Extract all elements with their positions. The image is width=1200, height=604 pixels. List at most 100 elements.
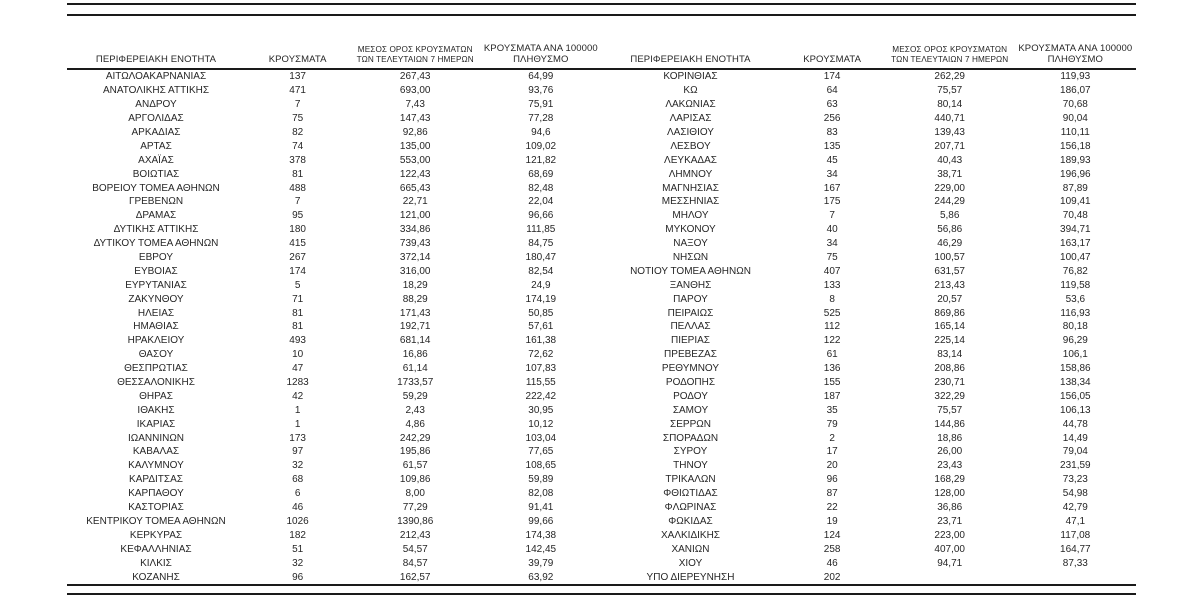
avg7-value: 262,29 — [934, 71, 965, 83]
avg7-value: 122,43 — [399, 168, 431, 180]
per100k-value: 156,18 — [1060, 140, 1091, 152]
cases-value: 34 — [826, 168, 838, 180]
cases-value: 83 — [826, 127, 838, 138]
per100k-value: 82,54 — [528, 265, 554, 277]
region-name: ΚΑΣΤΟΡΙΑΣ — [128, 502, 184, 514]
region-name: ΚΕΝΤΡΙΚΟΥ ΤΟΜΕΑ ΑΘΗΝΩΝ — [86, 515, 226, 527]
table-row: ΡΟΔΟΥ 187 322,29 156,05 — [602, 389, 1137, 403]
table-row: ΗΛΕΙΑΣ 81 171,43 50,85 — [67, 306, 602, 320]
cases-value: 471 — [289, 85, 306, 97]
per100k-value: 196,96 — [1060, 168, 1091, 180]
table-row: ΚΑΡΔΙΤΣΑΣ 68 109,86 59,89 — [67, 473, 602, 487]
region-name: ΣΥΡΟΥ — [673, 446, 708, 458]
avg7-value: 168,29 — [934, 474, 965, 486]
avg7-value: 2,43 — [405, 404, 425, 416]
cases-value: 174 — [823, 71, 841, 83]
avg7-value: 147,43 — [399, 113, 431, 125]
per100k-value: 90,04 — [1062, 113, 1088, 125]
region-name: ΗΡΑΚΛΕΙΟΥ — [127, 335, 185, 347]
table-row: ΝΗΣΩΝ 75 100,57 100,47 — [602, 251, 1137, 265]
cases-value: 10 — [292, 349, 304, 361]
avg7-value: 54,57 — [402, 543, 428, 555]
region-name: ΠΕΛΛΑΣ — [670, 321, 711, 333]
cases-value: 22 — [826, 502, 838, 514]
per100k-value: 87,89 — [1062, 182, 1088, 194]
per100k-value: 47,1 — [1065, 515, 1086, 527]
region-name: ΚΕΦΑΛΛΗΝΙΑΣ — [120, 543, 192, 555]
avg7-value: 1733,57 — [397, 377, 434, 389]
cases-value: 34 — [826, 238, 838, 250]
table-row: ΕΒΡΟΥ 267 372,14 180,47 — [67, 251, 602, 265]
avg7-value: 212,43 — [399, 529, 431, 541]
avg7-value: 83,14 — [937, 349, 963, 361]
header-avg7-line1: ΜΕΣΟΣ ΟΡΟΣ ΚΡΟΥΣΜΑΤΩΝ — [357, 45, 473, 54]
region-name: ΚΟΡΙΝΘΙΑΣ — [663, 71, 718, 83]
table-row: ΘΑΣΟΥ 10 16,86 72,62 — [67, 348, 602, 362]
avg7-value: 334,86 — [399, 224, 431, 236]
table-row: ΚΑΡΠΑΘΟΥ 6 8,00 82,08 — [67, 487, 602, 501]
cases-value: 96 — [826, 474, 838, 486]
table-row: ΗΜΑΘΙΑΣ 81 192,71 57,61 — [67, 320, 602, 334]
cases-value: 5 — [294, 279, 301, 291]
per100k-value: 156,05 — [1060, 390, 1091, 402]
region-name: ΛΑΣΙΘΙΟΥ — [666, 127, 714, 138]
table-row: ΚΑΣΤΟΡΙΑΣ 46 77,29 91,41 — [67, 501, 602, 515]
region-name: ΝΑΞΟΥ — [673, 238, 708, 250]
header-per100k: ΚΡΟΥΣΜΑΤΑ ΑΝΑ 100000 ΠΛΗΘΥΣΜΟ — [1014, 30, 1136, 70]
avg7-value: 244,29 — [934, 196, 965, 208]
avg7-value: 144,86 — [934, 418, 965, 430]
per100k-value: 121,82 — [525, 154, 557, 166]
cases-value: 137 — [289, 71, 306, 83]
table-row: ΣΑΜΟΥ 35 75,57 106,13 — [602, 403, 1137, 417]
avg7-value: 84,57 — [402, 557, 428, 569]
per100k-value: 107,83 — [525, 363, 557, 375]
header-row: ΠΕΡΙΦΕΡΕΙΑΚΗ ΕΝΟΤΗΤΑ ΚΡΟΥΣΜΑΤΑ ΜΕΣΟΣ ΟΡΟ… — [601, 30, 1136, 70]
cases-value: 75 — [292, 113, 304, 125]
avg7-value: 23,71 — [937, 515, 963, 527]
per100k-value: 80,18 — [1062, 321, 1088, 333]
per100k-value: 138,34 — [1060, 377, 1091, 389]
table-body-left: ΑΙΤΩΛΟΑΚΑΡΝΑΝΙΑΣ 137 267,43 64,99 ΑΝΑΤΟΛΙΚΗΣ… — [67, 69, 602, 586]
table-row: ΑΝΔΡΟΥ 7 7,43 75,91 — [67, 98, 602, 112]
per100k-value: 87,33 — [1062, 557, 1088, 569]
cases-value: 2 — [829, 432, 835, 444]
table-row: ΝΑΞΟΥ 34 46,29 163,17 — [602, 237, 1137, 251]
table-row: ΜΕΣΣΗΝΙΑΣ 175 244,29 109,41 — [602, 195, 1137, 209]
cases-value: 96 — [244, 570, 351, 586]
avg7-value: 665,43 — [399, 182, 431, 194]
top-rule-2 — [67, 14, 1136, 16]
table-row: ΚΕΡΚΥΡΑΣ 182 212,43 174,38 — [67, 528, 602, 542]
table-row: ΗΡΑΚΛΕΙΟΥ 493 681,14 161,38 — [67, 334, 602, 348]
per100k-value: 24,9 — [531, 279, 551, 291]
region-name: ΙΩΑΝΝΙΝΩΝ — [127, 432, 185, 444]
cases-value: 20 — [826, 460, 838, 472]
per100k-value: 119,93 — [1060, 71, 1091, 83]
table-row: ΛΗΜΝΟΥ 34 38,71 196,96 — [602, 167, 1137, 181]
region-name: ΘΑΣΟΥ — [138, 349, 174, 361]
per100k-value: 50,85 — [528, 307, 554, 319]
region-name: ΛΑΡΙΣΑΣ — [669, 113, 712, 125]
per100k-value: 73,23 — [1062, 474, 1088, 486]
region-name: ΥΠΟ ΔΙΕΡΕΥΝΗΣΗ — [601, 570, 780, 586]
cases-value: 378 — [289, 154, 306, 166]
avg7-value: 372,14 — [399, 252, 431, 264]
cases-value: 175 — [823, 196, 841, 208]
cases-value: 74 — [292, 140, 304, 152]
table-row: ΑΡΤΑΣ 74 135,00 109,02 — [67, 139, 602, 153]
header-cases: ΚΡΟΥΣΜΑΤΑ — [244, 30, 351, 70]
cases-value: 82 — [292, 127, 304, 138]
table-row: ΣΠΟΡΑΔΩΝ 2 18,86 14,49 — [602, 431, 1137, 445]
table-row: ΚΟΖΑΝΗΣ 96 162,57 63,92 — [67, 570, 602, 586]
avg7-value: 46,29 — [937, 238, 963, 250]
table-row: ΑΙΤΩΛΟΑΚΑΡΝΑΝΙΑΣ 137 267,43 64,99 — [67, 69, 602, 84]
per100k-value: 42,79 — [1062, 502, 1088, 514]
per100k-value: 110,11 — [1060, 127, 1090, 138]
header-cases: ΚΡΟΥΣΜΑΤΑ — [779, 30, 885, 70]
table-row: ΑΡΚΑΔΙΑΣ 82 92,86 94,6 — [67, 126, 602, 140]
header-region-label: ΠΕΡΙΦΕΡΕΙΑΚΗ ΕΝΟΤΗΤΑ — [95, 54, 217, 65]
per100k-value: 54,98 — [1062, 488, 1088, 500]
table-row: ΜΥΚΟΝΟΥ 40 56,86 394,71 — [602, 223, 1137, 237]
cases-value: 63 — [826, 99, 838, 111]
avg7-value: 128,00 — [934, 488, 965, 500]
per100k-value: 30,95 — [528, 404, 554, 416]
